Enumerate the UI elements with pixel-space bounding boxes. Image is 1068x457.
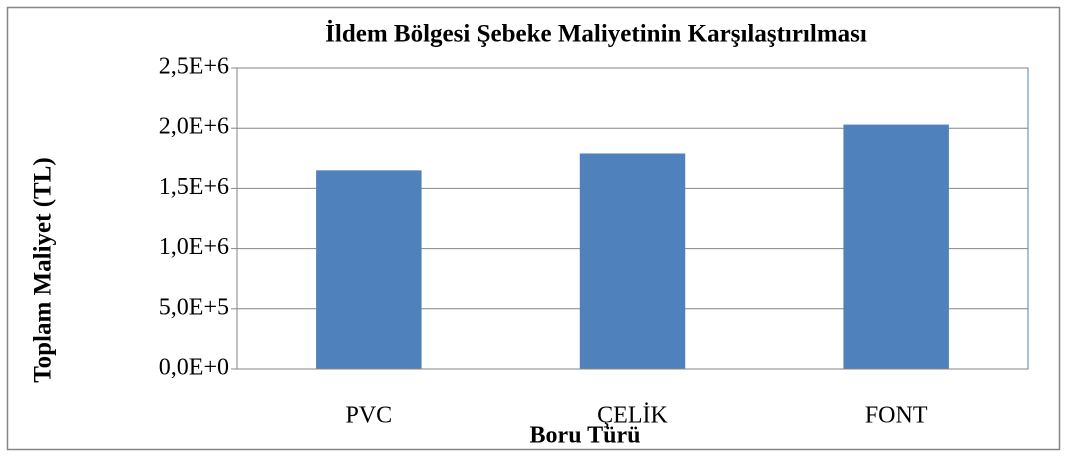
y-tick-label: 2,5E+6 [159, 54, 229, 80]
y-tick-label: 2,0E+6 [159, 114, 229, 140]
x-tick-label: ÇELİK [597, 403, 668, 429]
x-axis-title: Boru Türü [530, 423, 641, 449]
y-axis-title: Toplam Maliyet (TL) [30, 157, 57, 382]
bar [316, 170, 422, 369]
x-tick-label: PVC [345, 403, 392, 429]
y-tick-label: 5,0E+5 [159, 294, 229, 320]
bar [843, 124, 949, 369]
bar [579, 153, 686, 369]
y-tick-label: 1,5E+6 [159, 174, 229, 200]
x-tick-label: FONT [865, 403, 928, 429]
y-tick-label: 1,0E+6 [159, 234, 229, 260]
y-tick-label: 0,0E+0 [159, 355, 229, 381]
chart-title: İldem Bölgesi Şebeke Maliyetinin Karşıla… [325, 20, 867, 48]
